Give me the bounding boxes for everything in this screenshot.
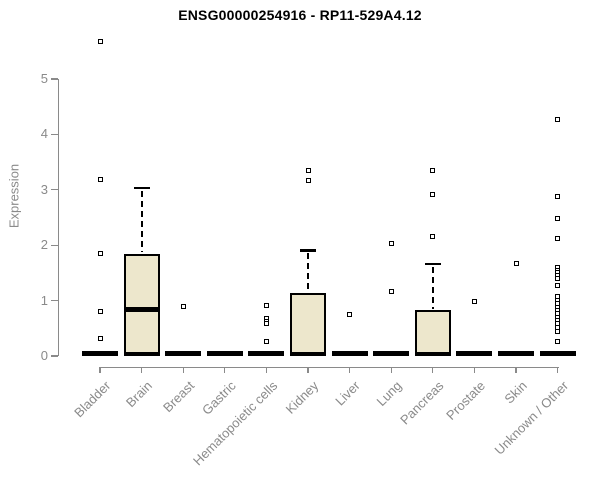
x-tick-label-prostate: Prostate — [443, 378, 489, 423]
x-axis-line — [99, 366, 559, 368]
y-tick — [51, 244, 58, 246]
x-tick — [140, 366, 143, 373]
box-kidney — [290, 293, 326, 356]
outlier-point — [555, 339, 561, 345]
outlier-point — [97, 177, 103, 183]
outlier-point — [513, 260, 519, 266]
x-tick — [265, 366, 268, 373]
x-tick-label-kidney: Kidney — [282, 378, 322, 417]
outlier-point — [97, 335, 103, 341]
y-axis-line — [57, 79, 59, 356]
x-tick — [348, 366, 351, 373]
outlier-point — [388, 241, 394, 247]
x-tick-label-liver: Liver — [332, 378, 364, 409]
y-tick — [51, 299, 58, 302]
whisker-cap-brain — [133, 186, 150, 190]
zero-bar-bladder — [82, 350, 118, 356]
zero-bar-gastric — [206, 350, 243, 356]
x-tick — [99, 366, 101, 373]
outlier-point — [97, 251, 103, 256]
y-tick-label: 2 — [40, 237, 48, 253]
y-tick — [51, 78, 58, 80]
y-tick — [51, 355, 58, 357]
x-tick — [224, 366, 226, 373]
x-tick-label-breast: Breast — [159, 378, 197, 416]
outlier-point — [263, 321, 269, 327]
box-brain — [123, 253, 160, 356]
whisker-pancreas — [431, 266, 434, 309]
zero-bar-hematopoietic-cells — [248, 350, 285, 356]
x-tick — [473, 366, 476, 373]
outlier-point — [430, 191, 436, 197]
zero-bar-breast — [165, 350, 202, 356]
outlier-point — [388, 288, 394, 294]
x-tick — [307, 366, 309, 373]
outlier-point — [555, 193, 561, 199]
box-bottom-bar-kidney — [290, 352, 326, 356]
outlier-point — [97, 39, 103, 45]
y-tick-label: 1 — [40, 292, 48, 308]
box-pancreas — [414, 310, 451, 356]
y-tick-label: 4 — [40, 126, 48, 142]
outlier-point — [555, 275, 561, 281]
zero-bar-liver — [331, 350, 368, 356]
x-tick — [515, 366, 517, 373]
zero-bar-lung — [373, 350, 410, 356]
outlier-point — [97, 309, 103, 315]
outlier-point — [263, 302, 269, 308]
outlier-point — [263, 339, 269, 345]
median-line-brain — [125, 306, 158, 312]
whisker-cap-pancreas — [424, 262, 441, 266]
x-tick — [556, 366, 559, 373]
x-tick-label-skin: Skin — [501, 378, 530, 407]
zero-bar-skin — [498, 350, 534, 356]
outlier-point — [555, 215, 561, 221]
outlier-point — [347, 311, 353, 317]
y-tick-label: 0 — [40, 348, 48, 363]
zero-bar-unknown-other — [539, 350, 576, 356]
whisker-kidney — [307, 253, 309, 292]
whisker-cap-kidney — [300, 249, 316, 252]
x-tick — [390, 366, 392, 373]
y-axis-label: Expression — [6, 163, 22, 229]
x-tick-label-unknown-other: Unknown / Other — [491, 378, 572, 458]
y-tick — [51, 189, 58, 191]
x-tick-label-pancreas: Pancreas — [396, 378, 447, 428]
y-tick-label: 5 — [40, 71, 48, 86]
whisker-brain — [140, 190, 143, 252]
outlier-point — [305, 167, 311, 173]
x-tick-label-lung: Lung — [373, 378, 405, 410]
y-tick — [51, 133, 58, 136]
x-tick — [182, 366, 184, 373]
x-tick-label-brain: Brain — [123, 378, 156, 411]
outlier-point — [430, 234, 436, 240]
outlier-point — [555, 283, 561, 289]
outlier-point — [305, 177, 311, 183]
x-tick-label-bladder: Bladder — [71, 378, 114, 421]
x-tick-label-gastric: Gastric — [198, 378, 239, 418]
box-bottom-bar-pancreas — [414, 352, 451, 356]
y-tick-label: 3 — [40, 181, 48, 197]
outlier-point — [471, 299, 477, 305]
box-bottom-bar-brain — [123, 352, 160, 356]
chart-title: ENSG00000254916 - RP11-529A4.12 — [178, 7, 422, 23]
x-tick — [432, 366, 434, 373]
outlier-point — [555, 116, 561, 122]
zero-bar-prostate — [456, 350, 493, 356]
outlier-point — [430, 167, 436, 173]
outlier-point — [555, 236, 561, 242]
outlier-point — [555, 328, 561, 334]
outlier-point — [180, 304, 186, 310]
